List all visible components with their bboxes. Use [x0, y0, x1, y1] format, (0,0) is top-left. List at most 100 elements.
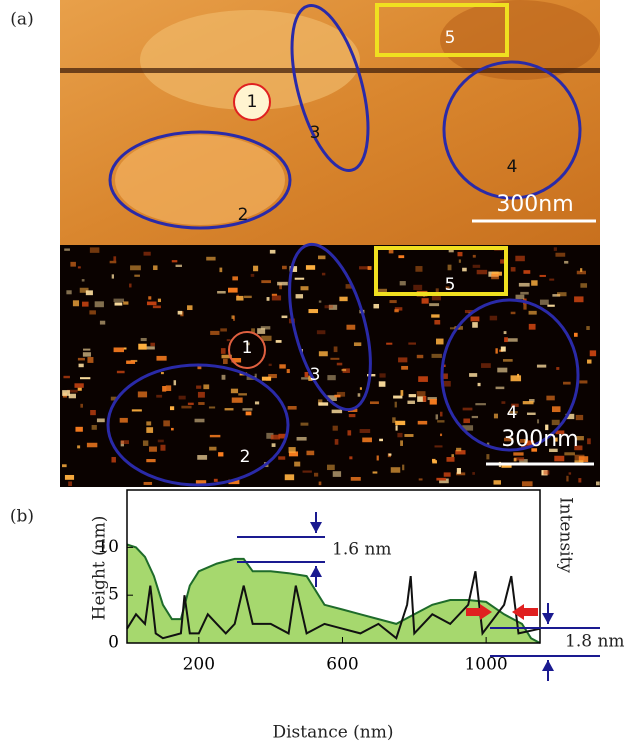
speckle: [257, 328, 265, 334]
speckle: [270, 250, 276, 254]
speckle: [322, 273, 325, 276]
speckle: [401, 366, 408, 370]
speckle: [124, 347, 127, 349]
speckle: [166, 385, 171, 391]
panel-label: (a): [10, 10, 33, 30]
speckle: [197, 455, 207, 460]
speckle: [156, 356, 166, 361]
speckle: [266, 377, 271, 380]
speckle: [123, 301, 128, 304]
speckle: [78, 266, 81, 268]
y-axis-label: Height (nm): [90, 516, 110, 621]
speckle: [176, 265, 182, 267]
speckle: [359, 266, 369, 269]
arrow-head: [542, 613, 554, 624]
speckle: [301, 377, 309, 379]
speckle: [64, 248, 70, 250]
speckle: [113, 256, 116, 261]
speckle: [221, 348, 226, 354]
speckle: [440, 412, 442, 417]
speckle: [251, 274, 255, 277]
speckle: [144, 252, 151, 256]
speckle: [267, 297, 270, 301]
speckle: [223, 359, 228, 364]
speckle: [574, 296, 583, 302]
scale-bar-label: 300nm: [496, 192, 573, 217]
speckle: [319, 482, 322, 486]
speckle: [579, 380, 587, 383]
speckle: [138, 344, 146, 350]
speckle: [432, 460, 437, 463]
speckle: [238, 393, 247, 395]
speckle: [358, 393, 361, 396]
speckle: [349, 414, 356, 417]
speckle: [519, 283, 530, 287]
speckle: [306, 451, 314, 456]
speckle: [362, 438, 372, 443]
speckle: [360, 429, 371, 433]
speckle: [297, 437, 307, 441]
speckle: [373, 304, 379, 308]
speckle: [80, 377, 90, 379]
speckle: [529, 311, 537, 315]
speckle: [288, 406, 297, 410]
speckle: [89, 310, 96, 314]
speckle: [132, 409, 142, 411]
speckle: [351, 477, 361, 481]
scan-line: [60, 68, 600, 73]
speckle: [379, 373, 385, 377]
speckle: [172, 260, 178, 262]
speckle: [475, 403, 486, 405]
speckle: [398, 255, 404, 258]
speckle: [537, 365, 546, 368]
terrace: [115, 135, 285, 225]
speckle: [97, 418, 105, 422]
speckle: [82, 302, 89, 307]
speckle: [436, 414, 438, 419]
speckle: [121, 440, 129, 444]
speckle: [409, 394, 416, 397]
speckle: [86, 290, 93, 295]
speckle: [120, 418, 128, 423]
speckle: [575, 455, 585, 460]
speckle: [246, 411, 252, 415]
speckle: [392, 417, 395, 423]
speckle: [289, 447, 296, 453]
speckle: [220, 328, 227, 331]
speckle: [458, 252, 463, 256]
speckle: [552, 420, 560, 425]
speckle: [451, 454, 454, 457]
speckle: [87, 357, 93, 363]
speckle: [477, 270, 487, 274]
speckle: [342, 369, 347, 371]
speckle: [233, 316, 235, 321]
speckle: [95, 301, 104, 307]
speckle: [195, 419, 205, 423]
speckle: [478, 383, 481, 386]
speckle: [147, 302, 157, 306]
speckle: [181, 406, 191, 409]
speckle: [529, 324, 536, 330]
speckle: [114, 299, 124, 302]
figure: (a) (b) 1 2 3 4 5 300nm 1 2 3 4 5 300nm …: [0, 0, 636, 749]
speckle: [244, 296, 252, 298]
speckle: [160, 445, 165, 451]
speckle: [587, 438, 591, 444]
speckle: [222, 375, 226, 380]
speckle: [117, 371, 125, 373]
speckle: [346, 325, 355, 330]
speckle: [63, 376, 69, 378]
profile-chart: 05102006001000: [97, 537, 540, 675]
speckle: [463, 408, 473, 411]
speckle: [261, 280, 271, 283]
speckle: [531, 280, 537, 285]
speckle: [203, 384, 209, 389]
speckle: [543, 470, 549, 474]
speckle: [504, 337, 508, 342]
speckle: [198, 402, 204, 405]
speckle: [158, 299, 161, 302]
speckle: [153, 306, 161, 309]
speckle: [377, 455, 379, 460]
speckle: [448, 265, 452, 271]
speckle: [373, 471, 378, 473]
